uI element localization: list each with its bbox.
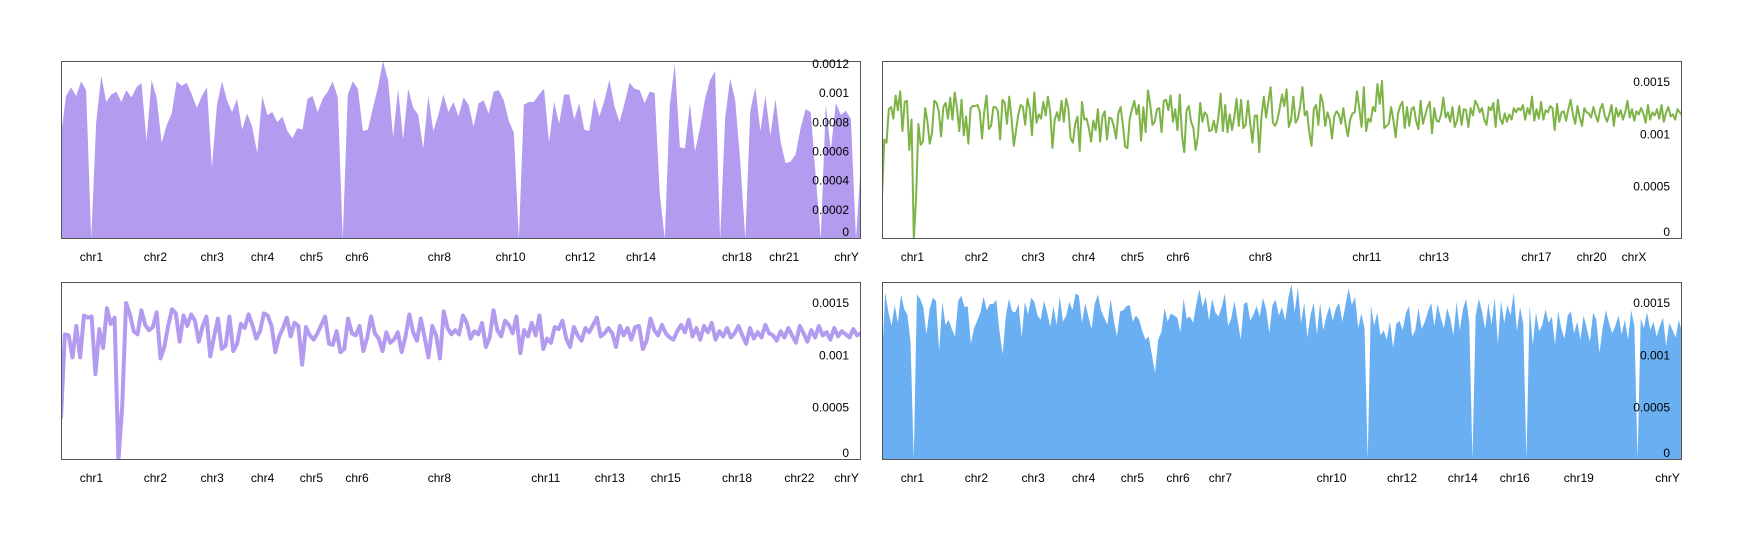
series-line — [882, 79, 1682, 239]
x-tick-label: chr4 — [251, 250, 275, 264]
x-tick-label: chr2 — [144, 250, 168, 264]
x-tick-labels: chr1 chr2 chr3 chr4 chr5 chr6 chr8 chr11 chr13 ch… — [80, 471, 859, 485]
x-tick-label: chrY — [834, 471, 859, 485]
x-tick-label: chr1 — [80, 250, 104, 264]
x-tick-label: chr14 — [626, 250, 656, 264]
x-tick-labels: chr1 chr2 chr3 chr4 chr5 chr6 chr7 chr10 chr12 ch… — [901, 471, 1680, 485]
x-tick-label: chr2 — [965, 250, 989, 264]
x-tick-label: chr3 — [201, 471, 225, 485]
y-tick-label: 0.0004 — [812, 174, 849, 188]
x-tick-label: chr20 — [1577, 250, 1607, 264]
x-tick-label: chr1 — [901, 471, 925, 485]
x-tick-label: chr5 — [300, 250, 324, 264]
y-tick-label: 0 — [1663, 446, 1670, 460]
x-tick-label: chrY — [1655, 471, 1680, 485]
x-tick-label: chr8 — [1249, 250, 1273, 264]
x-tick-label: chr2 — [144, 471, 168, 485]
x-tick-label: chr3 — [1022, 471, 1046, 485]
series-area — [882, 284, 1682, 460]
x-tick-label: chr2 — [965, 471, 989, 485]
x-tick-labels: chr1 chr2 chr3 chr4 chr5 chr6 chr8 chr11 chr13 ch… — [901, 250, 1647, 264]
x-tick-label: chr5 — [1121, 250, 1145, 264]
plot-frame — [882, 61, 1682, 239]
x-tick-label: chr10 — [496, 250, 526, 264]
x-tick-label: chr4 — [251, 471, 275, 485]
x-tick-label: chr4 — [1072, 250, 1096, 264]
y-tick-label: 0.0015 — [1633, 75, 1670, 89]
x-tick-label: chr1 — [80, 471, 104, 485]
chart-panel-1: 0 0.0002 0.0004 0.0006 0.0008 0.001 0.0012 chr1… — [61, 57, 861, 264]
series-2 — [882, 79, 1682, 239]
series-3 — [61, 300, 861, 460]
x-tick-label: chr4 — [1072, 471, 1096, 485]
y-tick-label: 0.0005 — [1633, 180, 1670, 194]
x-tick-label: chr3 — [201, 250, 225, 264]
plot-frame — [61, 282, 861, 460]
series-line — [61, 300, 861, 460]
x-tick-label: chr7 — [1209, 471, 1233, 485]
x-tick-label: chr8 — [428, 471, 452, 485]
x-tick-label: chr11 — [531, 471, 560, 485]
x-tick-label: chr10 — [1317, 471, 1347, 485]
x-tick-label: chr6 — [1166, 250, 1190, 264]
x-tick-label: chr21 — [769, 250, 799, 264]
y-tick-label: 0 — [1663, 225, 1670, 239]
y-tick-label: 0 — [842, 225, 849, 239]
y-tick-label: 0.001 — [819, 86, 849, 100]
x-tick-label: chr8 — [428, 250, 452, 264]
y-tick-label: 0.0006 — [812, 144, 849, 158]
x-tick-label: chr19 — [1564, 471, 1594, 485]
series-1 — [61, 61, 861, 239]
x-tick-label: chr18 — [722, 250, 752, 264]
y-tick-label: 0.0002 — [812, 203, 849, 217]
y-tick-label: 0.001 — [1640, 348, 1670, 362]
x-tick-label: chrY — [834, 250, 859, 264]
x-tick-label: chr5 — [300, 471, 324, 485]
x-tick-label: chr17 — [1521, 250, 1551, 264]
y-tick-label: 0.0008 — [812, 115, 849, 129]
x-tick-label: chr18 — [722, 471, 752, 485]
y-tick-label: 0.0015 — [812, 296, 849, 310]
y-tick-label: 0.0012 — [812, 57, 849, 71]
x-tick-label: chr13 — [595, 471, 625, 485]
x-tick-label: chr15 — [651, 471, 681, 485]
x-tick-label: chr1 — [901, 250, 925, 264]
x-tick-label: chr12 — [565, 250, 595, 264]
x-tick-label: chr13 — [1419, 250, 1449, 264]
x-tick-label: chr5 — [1121, 471, 1145, 485]
x-tick-label: chr14 — [1448, 471, 1478, 485]
y-tick-label: 0.0005 — [1633, 401, 1670, 415]
y-tick-label: 0 — [842, 446, 849, 460]
x-tick-label: chr6 — [345, 250, 369, 264]
y-tick-label: 0.0005 — [812, 401, 849, 415]
x-tick-label: chr6 — [345, 471, 369, 485]
x-tick-label: chr16 — [1500, 471, 1530, 485]
x-tick-label: chr11 — [1352, 250, 1381, 264]
x-tick-label: chr6 — [1166, 471, 1190, 485]
x-tick-labels: chr1 chr2 chr3 chr4 chr5 chr6 chr8 chr10 chr12 ch… — [80, 250, 859, 264]
y-tick-label: 0.0015 — [1633, 296, 1670, 310]
x-tick-label: chr22 — [784, 471, 814, 485]
x-tick-label: chrX — [1622, 250, 1647, 264]
x-tick-label: chr3 — [1022, 250, 1046, 264]
plot-frame — [882, 282, 1682, 460]
x-tick-label: chr12 — [1387, 471, 1417, 485]
plot-frame — [61, 61, 861, 239]
y-tick-label: 0.001 — [819, 348, 849, 362]
series-4 — [882, 284, 1682, 460]
y-tick-label: 0.001 — [1640, 127, 1670, 141]
series-area — [61, 61, 861, 239]
